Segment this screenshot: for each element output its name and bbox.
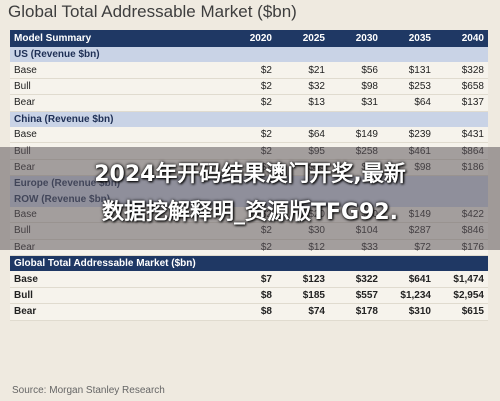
value-cell: $13 <box>276 94 329 112</box>
overlay-band <box>0 147 500 250</box>
section-label: China (Revenue $bn) <box>10 111 488 127</box>
value-cell: $1,234 <box>382 287 435 305</box>
value-cell: $8 <box>223 287 276 305</box>
value-cell: $2,954 <box>435 287 488 305</box>
table-row: Base $2 $64 $149 $239 $431 <box>10 126 488 144</box>
overlay-line-1: 2024年开码结果澳门开奖,最新 <box>94 162 406 187</box>
value-cell: $123 <box>276 271 329 288</box>
scenario-label: Base <box>10 62 223 79</box>
header-year: 2040 <box>435 30 488 47</box>
section-header-row: China (Revenue $bn) <box>10 111 488 127</box>
section-header-row: US (Revenue $bn) <box>10 47 488 63</box>
value-cell: $2 <box>223 62 276 79</box>
value-cell: $431 <box>435 126 488 144</box>
overlay-caption: 2024年开码结果澳门开奖,最新 数据挖解释明_资源版TFG92. <box>0 156 500 232</box>
header-year: 2020 <box>223 30 276 47</box>
value-cell: $310 <box>382 303 435 321</box>
table-row: Base $7 $123 $322 $641 $1,474 <box>10 271 488 288</box>
table-row: Bull $2 $32 $98 $253 $658 <box>10 78 488 96</box>
value-cell: $21 <box>276 62 329 79</box>
scenario-label: Base <box>10 271 223 288</box>
value-cell: $178 <box>329 303 382 321</box>
header-label: Model Summary <box>10 30 223 47</box>
value-cell: $31 <box>329 94 382 112</box>
value-cell: $185 <box>276 287 329 305</box>
table-header-row: Model Summary 2020 2025 2030 2035 2040 <box>10 30 488 47</box>
header-year: 2030 <box>329 30 382 47</box>
value-cell: $64 <box>276 126 329 144</box>
scenario-label: Bear <box>10 303 223 321</box>
value-cell: $557 <box>329 287 382 305</box>
table-row: Base $2 $21 $56 $131 $328 <box>10 62 488 79</box>
value-cell: $1,474 <box>435 271 488 288</box>
value-cell: $615 <box>435 303 488 321</box>
table-row: Bear $2 $13 $31 $64 $137 <box>10 94 488 112</box>
page-title: Global Total Addressable Market ($bn) <box>8 2 297 21</box>
table-row: Bull $8 $185 $557 $1,234 $2,954 <box>10 287 488 305</box>
value-cell: $98 <box>329 78 382 96</box>
value-cell: $239 <box>382 126 435 144</box>
value-cell: $2 <box>223 94 276 112</box>
value-cell: $322 <box>329 271 382 288</box>
value-cell: $2 <box>223 126 276 144</box>
header-year: 2035 <box>382 30 435 47</box>
scenario-label: Bull <box>10 287 223 305</box>
scenario-label: Bull <box>10 78 223 96</box>
section-label: US (Revenue $bn) <box>10 47 488 63</box>
scenario-label: Bear <box>10 94 223 112</box>
value-cell: $64 <box>382 94 435 112</box>
value-cell: $131 <box>382 62 435 79</box>
value-cell: $641 <box>382 271 435 288</box>
overlay-line-2: 数据挖解释明_资源版TFG92. <box>101 200 399 225</box>
source-note: Source: Morgan Stanley Research <box>12 385 165 396</box>
scenario-label: Base <box>10 126 223 144</box>
value-cell: $328 <box>435 62 488 79</box>
value-cell: $74 <box>276 303 329 321</box>
value-cell: $8 <box>223 303 276 321</box>
value-cell: $2 <box>223 78 276 96</box>
value-cell: $56 <box>329 62 382 79</box>
section-header-row: Global Total Addressable Market ($bn) <box>10 255 488 272</box>
table-row: Bear $8 $74 $178 $310 $615 <box>10 303 488 321</box>
value-cell: $7 <box>223 271 276 288</box>
section-label: Global Total Addressable Market ($bn) <box>10 255 488 272</box>
header-year: 2025 <box>276 30 329 47</box>
value-cell: $32 <box>276 78 329 96</box>
value-cell: $253 <box>382 78 435 96</box>
value-cell: $149 <box>329 126 382 144</box>
value-cell: $658 <box>435 78 488 96</box>
value-cell: $137 <box>435 94 488 112</box>
